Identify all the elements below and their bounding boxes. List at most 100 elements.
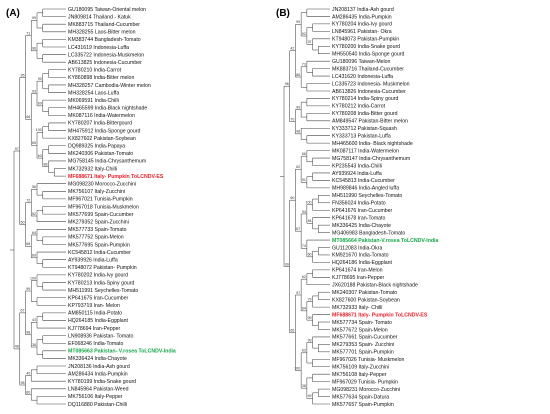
- leaf-label: AM850115 India-Potato: [68, 311, 122, 317]
- leaf-label: MK069591 India-Chilli: [68, 98, 119, 104]
- leaf-label: FN356024 India-Potato: [332, 201, 386, 207]
- bootstrap-value: 99: [296, 20, 300, 24]
- leaf-label: MK756108 Italy-Pepper: [332, 372, 387, 378]
- leaf-label: KC545812 India-Cucumber: [68, 250, 131, 256]
- bootstrap-value: 100: [306, 200, 312, 204]
- bootstrap-value: 60: [26, 390, 30, 394]
- bootstrap-value: 100: [30, 276, 36, 280]
- leaf-label: MK577752 Spain-Melon: [68, 235, 124, 241]
- bootstrap-value: 98: [21, 381, 25, 385]
- leaf-label: MG758147 India-Chrysanthemum: [332, 156, 410, 162]
- leaf-label: MK756107 Italy-Zucchini: [68, 189, 125, 195]
- bootstrap-value: 98: [26, 330, 30, 334]
- leaf-label: MF967026 Tunisia- Muskmelon: [332, 357, 404, 363]
- leaf-label: AY939924 India-Luffa: [332, 171, 382, 177]
- leaf-label: MH511991 Seychelles-Tomato: [68, 288, 138, 294]
- leaf-label: JN208137 India-Ash gourd: [332, 7, 394, 13]
- bootstrap-value: 40: [26, 371, 30, 375]
- bootstrap-value: 50: [21, 220, 25, 224]
- leaf-label: LN845961 Pakistan- Okra: [332, 29, 392, 35]
- leaf-label: KY780204 India-Ivy gourd: [332, 22, 392, 28]
- bootstrap-value: 38: [302, 384, 306, 388]
- leaf-label: MH989846 India-Angled luffa: [332, 186, 399, 192]
- bootstrap-value: 96: [285, 82, 289, 86]
- leaf-label: MK732933 Italy- Chilli: [332, 305, 382, 311]
- leaf-label: KY333713 Pakistan-Luffa: [332, 133, 391, 139]
- leaf-label: MK577634 Spain-Datura: [332, 394, 389, 400]
- bootstrap-value: 56: [32, 185, 36, 189]
- leaf-label: MH328255 Laos-Bitter melon: [68, 30, 136, 36]
- leaf-label: KY780210 India-Carrot: [68, 68, 122, 74]
- bootstrap-value: 42: [290, 46, 294, 50]
- leaf-label: KT948072 Pakistan- Pumpkin: [68, 265, 137, 271]
- bootstrap-value: 84: [308, 219, 312, 223]
- bootstrap-value: 67: [296, 227, 300, 231]
- bootstrap-value: 91: [302, 178, 306, 182]
- leaf-label: MH465599 India-Black nightshade: [68, 106, 147, 112]
- bootstrap-value: 43: [32, 318, 36, 322]
- leaf-label: GU180095 Taiwan-Oriental melon: [68, 7, 146, 13]
- bootstrap-value: 60: [290, 196, 294, 200]
- leaf-label: MF967029 Tunisia- Pumpkin: [332, 379, 398, 385]
- leaf-label: MK577701 Spain-Pumpkin: [332, 350, 394, 356]
- leaf-label: KY780208 India-Bitter gourd: [332, 111, 398, 117]
- bootstrap-value: 49: [308, 394, 312, 398]
- leaf-label: MK883716 Thailand-Cucumber: [332, 66, 404, 72]
- bootstrap-value: 90: [38, 77, 42, 81]
- bootstrap-value: 72: [26, 199, 30, 203]
- bootstrap-value: 60: [308, 253, 312, 257]
- leaf-label: LC431620 Indonesia-Luffa: [332, 74, 393, 80]
- bootstrap-value: 62: [302, 275, 306, 279]
- leaf-label: KM921670 India-Tomato: [332, 253, 389, 259]
- leaf-label: KY780207 India-Bittergourd: [68, 121, 132, 127]
- leaf-label: MK577695 Spain-Pumpkin: [68, 242, 130, 248]
- leaf-label: HQ264186 India-Eggplant: [332, 260, 393, 266]
- leaf-label: LC431619 Indonesia-Luffa: [68, 45, 129, 51]
- leaf-label: MK732932 Italy-Chilli: [68, 166, 117, 172]
- leaf-label: KP641678 Iran-Tomato: [332, 215, 385, 221]
- leaf-label: KP793719 Iran- Melon: [68, 303, 120, 309]
- leaf-label: MK087116 India-Watermelon: [68, 113, 135, 119]
- leaf-label: MK577661 Spain-Cucumber: [332, 335, 398, 341]
- bootstrap-value: 98: [296, 130, 300, 134]
- bootstrap-value: 79: [308, 297, 312, 301]
- bootstrap-value: 99: [26, 287, 30, 291]
- leaf-label: MK279352 Spain-Zucchini: [68, 219, 129, 225]
- leaf-label: MH465600 India- Black nightshade: [332, 141, 413, 147]
- bootstrap-value: 63: [38, 154, 42, 158]
- leaf-label: KT948073 Pakistan-Pumpkin: [332, 37, 399, 43]
- bootstrap-value: 97: [296, 291, 300, 295]
- leaf-label: MG098231 Morocco-Zucchini: [332, 387, 400, 393]
- bootstrap-value: 94: [302, 210, 306, 214]
- bootstrap-value: 86: [296, 73, 300, 77]
- leaf-label: MF688671 Italy- Pumpkin ToLCNDV-ES: [68, 174, 164, 180]
- leaf-label: LC335723 Indonesia- Muskmelon: [332, 81, 410, 87]
- bootstrap-value: 68: [26, 242, 30, 246]
- bootstrap-value: 69: [32, 254, 36, 258]
- bootstrap-value: 93: [32, 89, 36, 93]
- leaf-label: JN208136 India-Ash gourd: [68, 364, 130, 370]
- bootstrap-value: 64: [32, 231, 36, 235]
- leaf-label: MK577657 Spain-Pumpkin: [332, 402, 394, 408]
- bootstrap-value: 74: [302, 244, 306, 248]
- leaf-label: KY780212 India-Carrot: [332, 104, 386, 110]
- bootstrap-value: 67: [21, 309, 25, 313]
- leaf-label: KY780213 India-Spiny gourd: [68, 280, 134, 286]
- bootstrap-value: 99: [285, 262, 289, 266]
- leaf-label: MH328257 Cambodia-Winter melon: [68, 83, 151, 89]
- leaf-label: MK577734 Spain- Tomato: [332, 320, 392, 326]
- leaf-label: MK279353 Spain- Zucchini: [332, 342, 394, 348]
- leaf-label: MK240307 Pakistan-Tomato: [332, 290, 397, 296]
- leaf-label: MF967021 Tunisia-Pumpkin: [68, 197, 133, 203]
- panel-label: (B): [276, 8, 290, 19]
- leaf-label: GU112083 India-Okra: [332, 245, 382, 251]
- leaf-label: KY860898 India-Bitter melon: [68, 75, 134, 81]
- leaf-label: MT085663 Pakistan- V.rosea ToLCNDV-India: [68, 349, 176, 355]
- bootstrap-value: 99: [32, 16, 36, 20]
- panel-label: (A): [6, 8, 20, 19]
- bootstrap-value: 65: [290, 329, 294, 333]
- leaf-label: MT085664 Pakistan-V.rosea ToLCNDV-India: [332, 238, 438, 244]
- bootstrap-value: 65: [32, 141, 36, 145]
